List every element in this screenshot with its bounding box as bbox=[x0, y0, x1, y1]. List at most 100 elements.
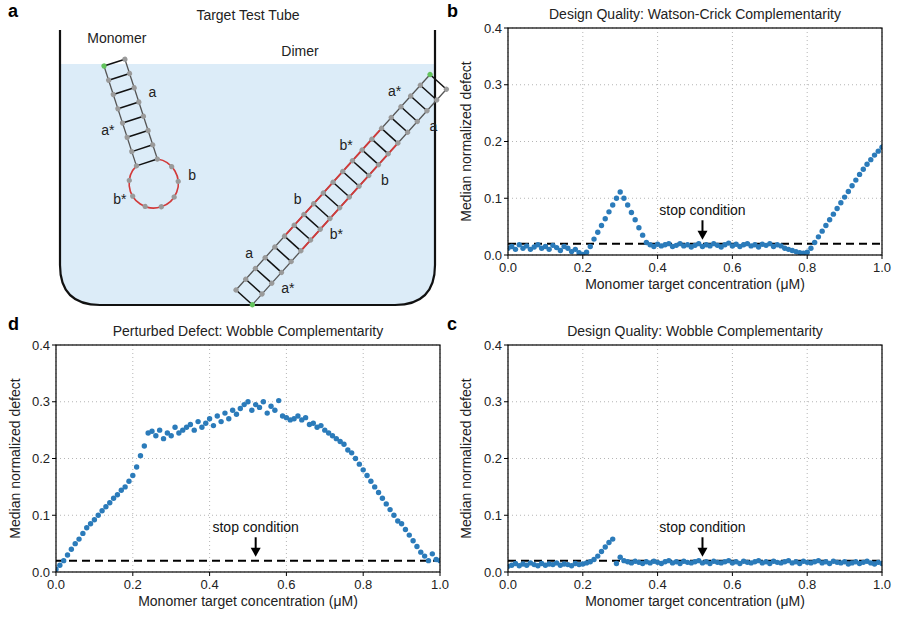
domain-label: a bbox=[149, 84, 157, 100]
data-point bbox=[629, 210, 634, 215]
y-tick-label: 0.3 bbox=[32, 394, 50, 409]
data-point bbox=[808, 245, 813, 250]
data-point bbox=[558, 248, 563, 253]
data-point bbox=[805, 249, 810, 254]
y-tick-label: 0.1 bbox=[32, 508, 50, 523]
base-pair bbox=[113, 88, 134, 95]
backbone bbox=[125, 59, 157, 159]
marks bbox=[56, 398, 440, 572]
base-pair bbox=[382, 128, 398, 143]
grid-line bbox=[508, 515, 882, 516]
data-point bbox=[823, 223, 828, 228]
base-pair bbox=[136, 159, 157, 166]
base-pair bbox=[104, 59, 125, 66]
chart-panel: 0.00.20.40.60.81.00.00.10.20.30.4stop co… bbox=[447, 1, 891, 292]
domain-label: b bbox=[381, 172, 389, 188]
data-point bbox=[99, 508, 104, 513]
nucleotide bbox=[129, 193, 136, 200]
tick bbox=[582, 255, 583, 259]
nucleotide bbox=[310, 200, 317, 207]
data-point bbox=[426, 558, 431, 563]
data-point bbox=[834, 206, 839, 211]
arrow-head bbox=[697, 231, 707, 240]
nucleotide bbox=[378, 125, 385, 132]
x-tick-label: 0.4 bbox=[201, 577, 219, 592]
data-point bbox=[69, 547, 74, 552]
tick bbox=[807, 255, 808, 259]
data-point bbox=[134, 464, 139, 469]
nucleotide bbox=[300, 211, 307, 218]
y-tick-label: 0.0 bbox=[484, 248, 502, 263]
chart-title: Design Quality: Wobble Complementarity bbox=[567, 323, 823, 339]
domain-label: b bbox=[188, 167, 196, 183]
base-pair bbox=[275, 247, 291, 262]
data-point bbox=[636, 225, 641, 230]
data-point bbox=[588, 244, 593, 249]
nucleotide bbox=[101, 63, 108, 70]
domain-label: a* bbox=[101, 122, 115, 138]
nucleotide bbox=[417, 82, 424, 89]
data-point bbox=[192, 427, 197, 432]
data-point bbox=[864, 162, 869, 167]
nucleotide bbox=[271, 243, 278, 250]
nucleotide bbox=[105, 77, 112, 84]
data-point bbox=[603, 544, 608, 549]
domain-label: b bbox=[294, 191, 302, 207]
data-point bbox=[230, 408, 235, 413]
data-point bbox=[138, 453, 143, 458]
base-pair bbox=[132, 145, 153, 152]
tick bbox=[882, 255, 883, 259]
nucleotide bbox=[404, 129, 411, 136]
grid-line bbox=[657, 345, 658, 572]
data-point bbox=[842, 194, 847, 199]
base-pair bbox=[333, 182, 349, 197]
data-point bbox=[857, 172, 862, 177]
domain-label: a* bbox=[281, 280, 295, 296]
x-axis-title: Monomer target concentration (μM) bbox=[138, 593, 358, 609]
domain-label: b* bbox=[330, 226, 344, 242]
data-point bbox=[618, 189, 623, 194]
monomer-label: Monomer bbox=[87, 30, 146, 46]
base-pair bbox=[391, 118, 407, 133]
data-point bbox=[422, 553, 427, 558]
nucleotide bbox=[115, 106, 122, 113]
annotation: stop condition bbox=[659, 202, 745, 218]
nucleotide bbox=[249, 301, 256, 308]
data-point bbox=[812, 240, 817, 245]
panel-letter: c bbox=[447, 314, 457, 334]
plot-background bbox=[508, 345, 882, 572]
nucleotide bbox=[365, 172, 372, 179]
data-point bbox=[610, 202, 615, 207]
data-point bbox=[349, 450, 354, 455]
data-point bbox=[226, 416, 231, 421]
grid-line bbox=[508, 198, 882, 199]
data-point bbox=[410, 538, 415, 543]
tube-liquid bbox=[60, 64, 435, 305]
data-point bbox=[153, 433, 158, 438]
nucleotide bbox=[307, 236, 314, 243]
nucleotide bbox=[349, 157, 356, 164]
nucleotide bbox=[433, 96, 440, 103]
base-pair bbox=[304, 215, 320, 230]
base-pair bbox=[236, 290, 252, 305]
backbone-b bbox=[285, 128, 382, 236]
tick bbox=[508, 255, 509, 259]
x-tick-label: 0.4 bbox=[649, 260, 667, 275]
base-pair bbox=[109, 73, 130, 80]
nucleotide bbox=[358, 146, 365, 153]
data-point bbox=[188, 422, 193, 427]
grid-line bbox=[508, 458, 882, 459]
backbone-b bbox=[301, 143, 398, 251]
data-point bbox=[126, 479, 131, 484]
x-tick-label: 0.6 bbox=[723, 577, 741, 592]
data-point bbox=[161, 436, 166, 441]
grid-line bbox=[508, 141, 882, 142]
base-pair bbox=[127, 131, 148, 138]
grid-line bbox=[56, 458, 440, 459]
data-point bbox=[399, 521, 404, 526]
data-point bbox=[257, 405, 262, 410]
data-point bbox=[819, 228, 824, 233]
y-tick-label: 0.4 bbox=[32, 338, 50, 353]
arrow-head bbox=[697, 548, 707, 557]
nucleotide bbox=[426, 71, 433, 78]
